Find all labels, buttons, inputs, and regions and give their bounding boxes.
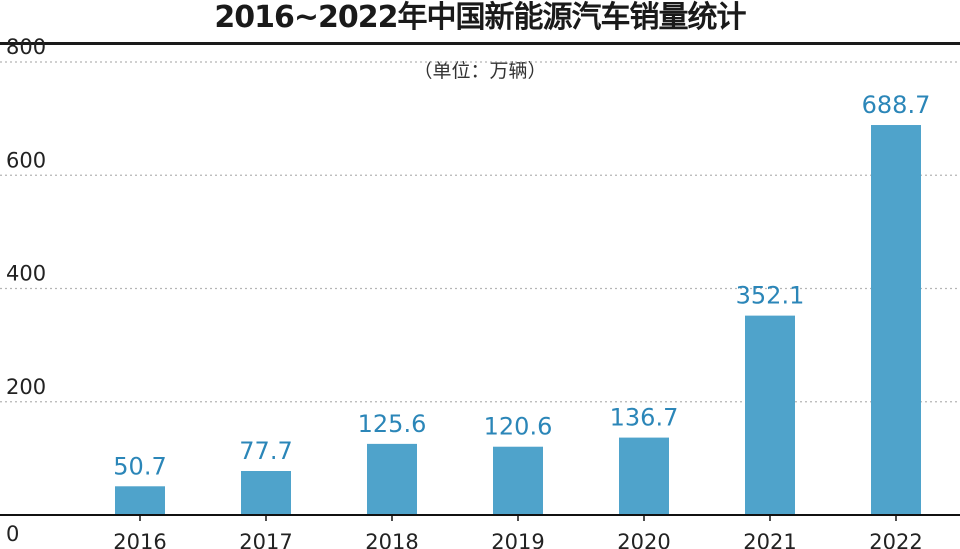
data-label: 50.7 [113,452,166,480]
chart-title: 2016~2022年中国新能源汽车销量统计 [214,0,746,35]
bar [115,486,165,515]
data-label: 352.1 [736,282,805,310]
title-divider [0,42,960,45]
bar [367,443,417,515]
x-tick-label: 2016 [113,530,166,549]
x-tick-label: 2017 [239,530,292,549]
unit-label: （单位：万辆） [413,60,547,82]
bar [493,446,543,515]
data-labels: 50.7 77.7 125.6 120.6 136.7 352.1 688.7 [113,91,930,480]
data-label: 688.7 [862,91,931,119]
bar [745,315,795,515]
bar [619,437,669,515]
y-axis: 0 200 400 600 800 [6,35,46,546]
x-tick-label: 2019 [491,530,544,549]
x-tick-label: 2022 [869,530,922,549]
bars [115,125,921,516]
bar [871,125,921,516]
data-label: 77.7 [239,437,292,465]
data-label: 125.6 [358,410,427,438]
x-tick-label: 2020 [617,530,670,549]
data-label: 136.7 [610,404,679,432]
gridlines [0,61,960,403]
y-tick-label: 600 [6,148,46,172]
y-tick-label: 200 [6,375,46,399]
y-tick-label: 0 [6,522,19,546]
x-axis: 2016 2017 2018 2019 2020 2021 2022 [0,514,960,549]
x-tick-label: 2021 [743,530,796,549]
y-tick-label: 800 [6,35,46,59]
y-tick-label: 400 [6,262,46,286]
bar [241,471,291,515]
data-label: 120.6 [484,413,553,441]
x-tick-label: 2018 [365,530,418,549]
